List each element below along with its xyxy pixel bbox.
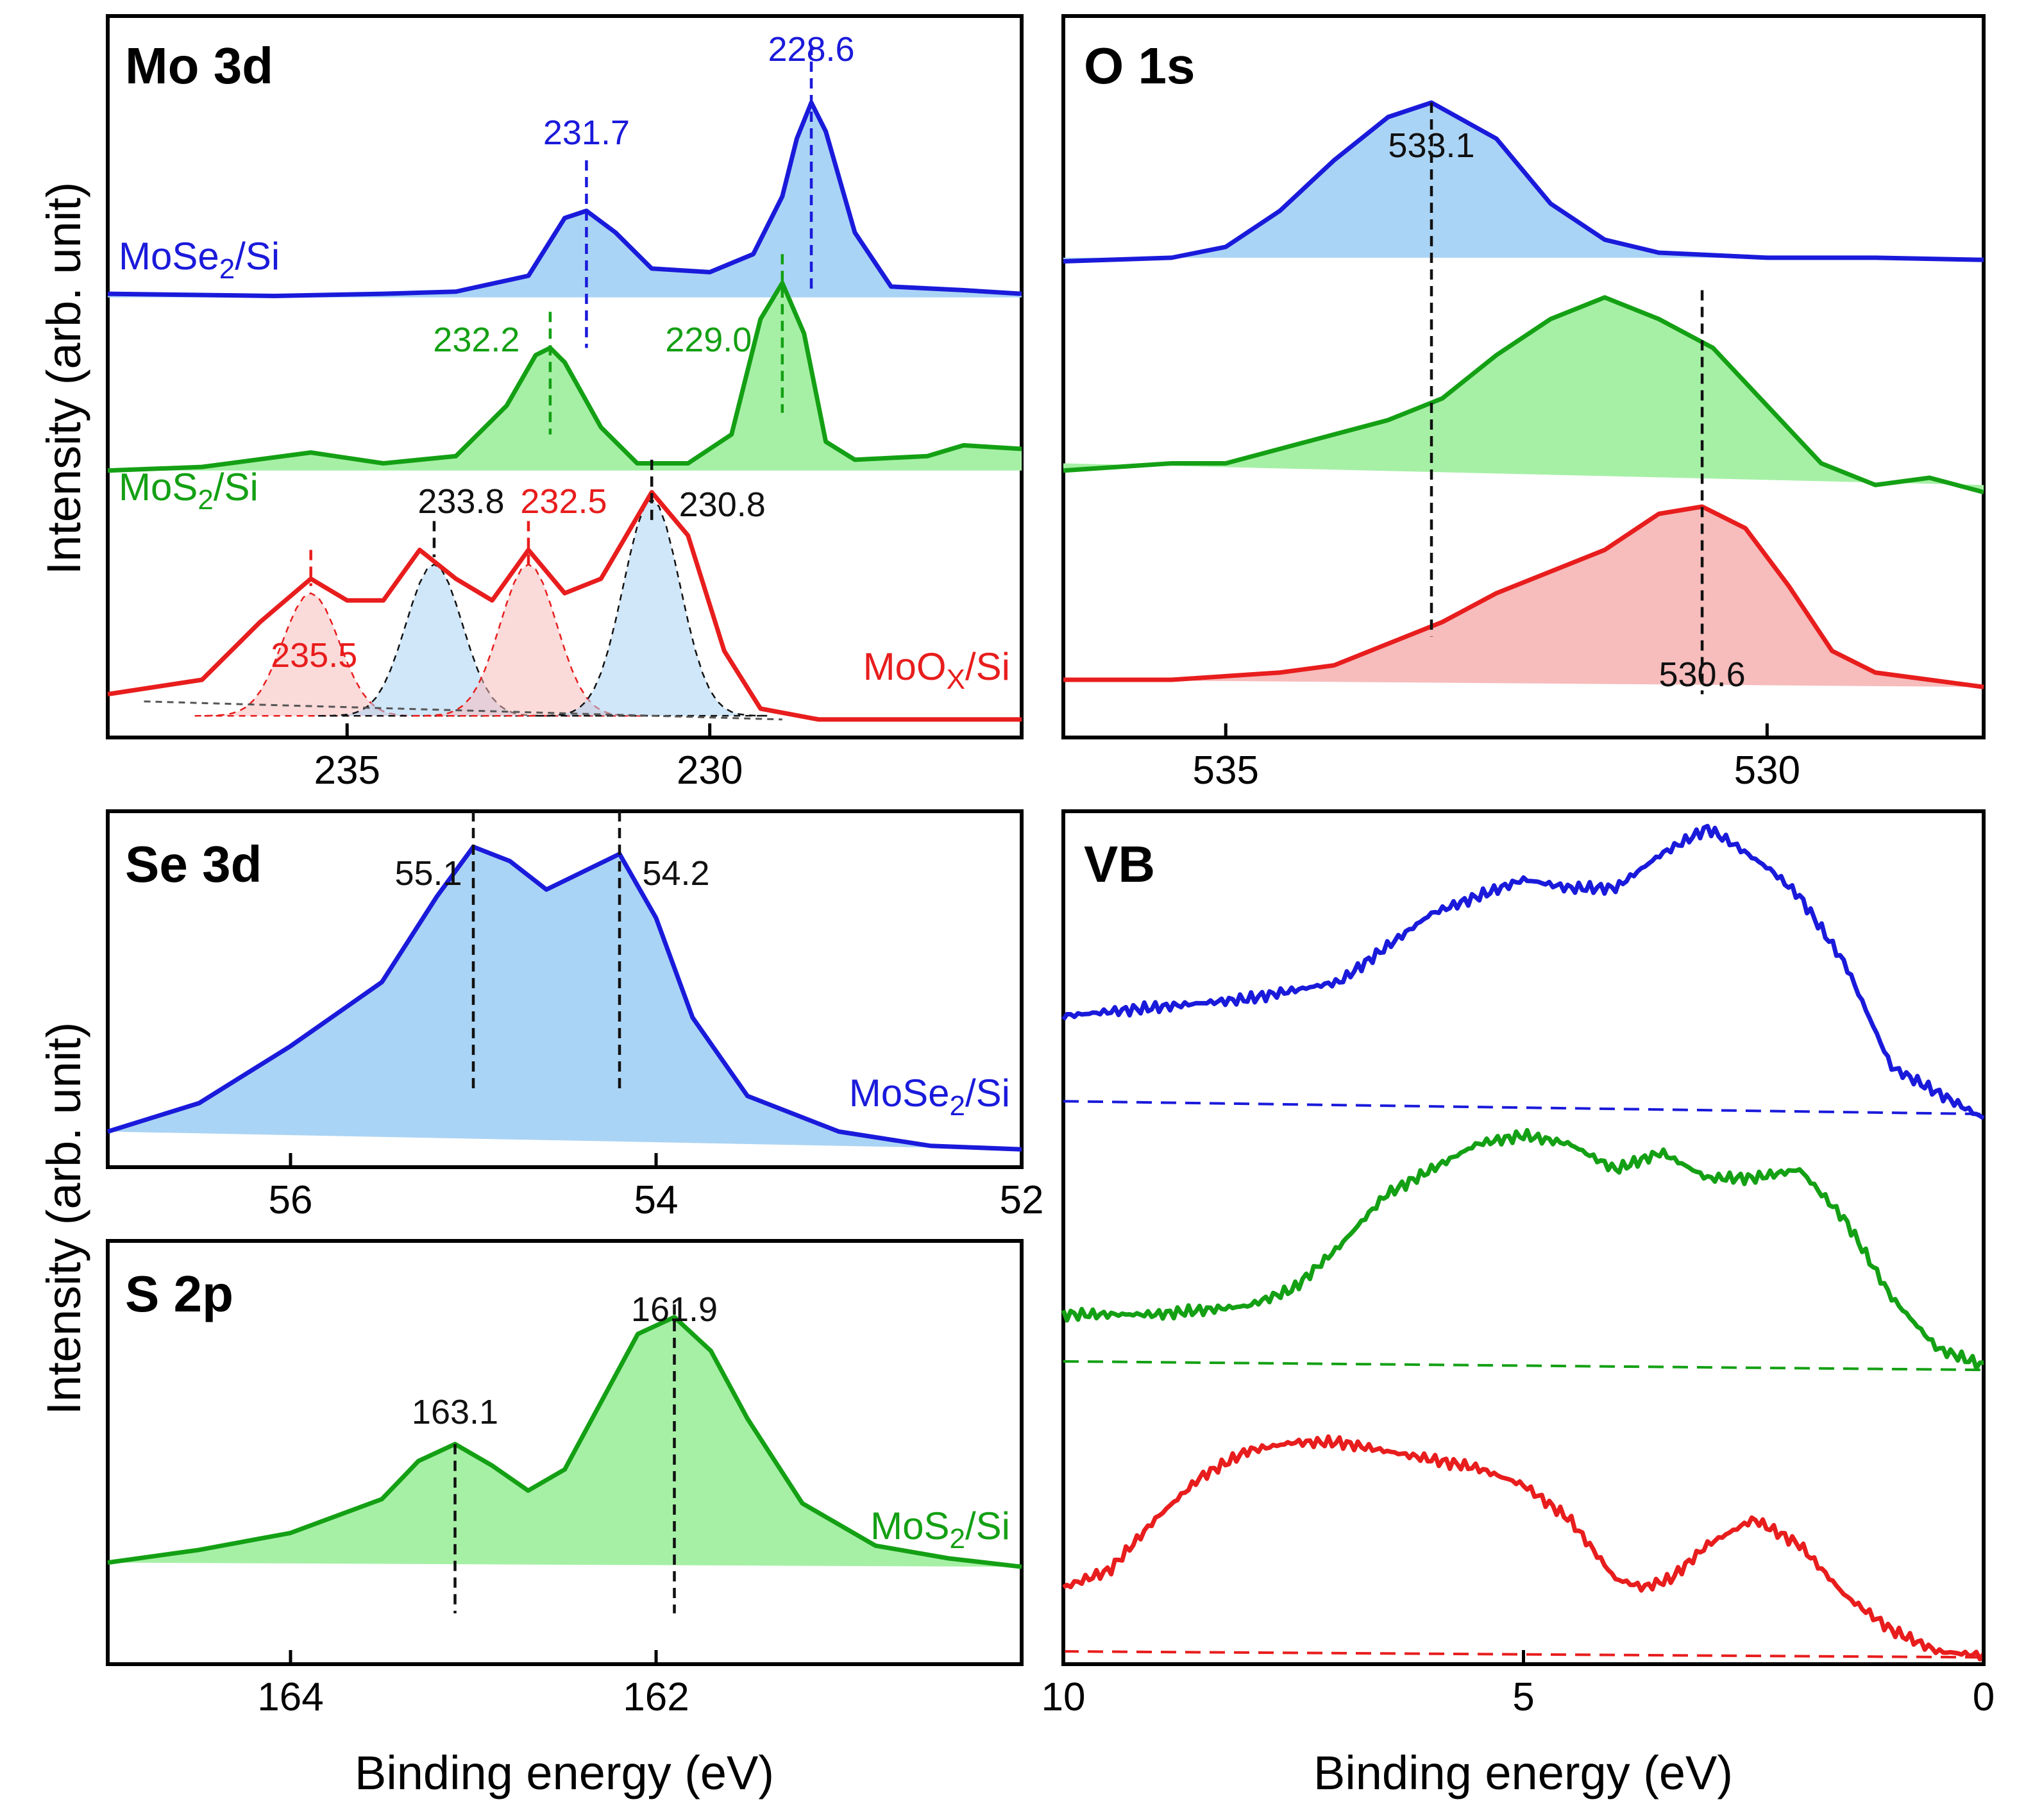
panel-mo3d: Mo 3d 228.6 231.7 232.2 229.0 233.8 232.5 230.…: [106, 14, 1024, 793]
o1s-title: O 1s: [1084, 37, 1195, 94]
vb-baseline-blue: [1063, 1100, 1984, 1116]
se3d-title: Se 3d: [125, 836, 262, 893]
panel-s2p: S 2p 163.1 161.9 MoS2/Si 164 162: [106, 1239, 1024, 1719]
panel-se3d: Se 3d 55.1 54.2 MoSe2/Si 56 54 52: [106, 809, 1044, 1222]
x-tick-label: 164: [257, 1675, 323, 1719]
o1s-mos2-curve-fill: [1063, 297, 1984, 493]
x-axis-title-left: Binding energy (eV): [355, 1746, 774, 1799]
o1s-moox-curve-fill: [1063, 507, 1984, 687]
x-tick-label: 230: [677, 748, 743, 793]
vb-baseline-red: [1063, 1650, 1984, 1659]
x-tick-label: 10: [1042, 1675, 1086, 1719]
mose2-curve-fill: [108, 103, 1022, 298]
label-230.8: 230.8: [679, 485, 766, 524]
o1s-mos2-curve-line: [1063, 295, 1984, 494]
mos2-curve-line: [107, 280, 1022, 473]
label-229.0: 229.0: [665, 321, 752, 359]
y-axis-title-bottom: Intensity (arb. unit): [37, 1022, 90, 1415]
label-231.7: 231.7: [543, 114, 630, 152]
vb-frame: [1061, 809, 1986, 1666]
label-s2p-mos2-si: MoS2/Si: [870, 1504, 1010, 1555]
se3d-frame: [106, 809, 1024, 1169]
x-tick-label: 535: [1193, 748, 1259, 793]
o1s-mose2-curve-fill: [1063, 103, 1984, 262]
vb-curve-green-line: [1061, 1127, 1984, 1370]
x-tick-label: 54: [634, 1178, 679, 1222]
vb-curve-red-line: [1062, 1434, 1986, 1662]
se3d-mose2-curve-fill: [108, 847, 1022, 1150]
x-tick-label: 56: [269, 1178, 313, 1222]
panel-vb: VB 10 5 0: [1042, 809, 1995, 1719]
label-232.2: 232.2: [433, 321, 519, 359]
label-235.5: 235.5: [271, 636, 357, 675]
label-163.1: 163.1: [412, 1393, 498, 1431]
s2p-mos2-curve-line: [107, 1315, 1022, 1569]
panel-o1s: O 1s 533.1 530.6 535 530: [1061, 14, 1986, 793]
label-se3d-mose2-si: MoSe2/Si: [849, 1072, 1010, 1122]
o1s-mose2-curve-line: [1063, 100, 1984, 264]
label-54.2: 54.2: [642, 854, 709, 893]
mos2-curve-fill: [108, 283, 1022, 471]
s2p-frame: [106, 1239, 1024, 1666]
mo3d-title: Mo 3d: [125, 37, 273, 94]
x-tick-label: 235: [314, 748, 380, 793]
label-228.6: 228.6: [768, 30, 854, 69]
label-mose2-si: MoSe2/Si: [119, 235, 280, 285]
x-axis-title-right: Binding energy (eV): [1313, 1746, 1733, 1799]
moox-fit-baseline: [144, 700, 782, 721]
o1s-frame: [1061, 14, 1986, 739]
vb-plot: 10 5 0: [1042, 823, 1995, 1719]
mose2-curve-line: [107, 100, 1022, 298]
mooxy-component-233.8: [317, 563, 550, 717]
o1s-plot: 533.1 530.6 535 530: [1063, 100, 1984, 793]
vb-baseline-green: [1063, 1360, 1984, 1372]
label-232.5: 232.5: [520, 482, 607, 521]
label-533.1: 533.1: [1388, 126, 1474, 165]
s2p-plot: 163.1 161.9 MoS2/Si 164 162: [107, 1290, 1022, 1719]
y-axis-title-top: Intensity (arb. unit): [37, 182, 90, 575]
label-moox-si: MoOX/Si: [863, 645, 1010, 695]
label-530.6: 530.6: [1658, 655, 1745, 694]
x-tick-label: 0: [1973, 1675, 1995, 1719]
o1s-moox-curve-line: [1063, 504, 1984, 689]
mooxy-component-232.5: [412, 563, 645, 717]
moox-curve-line: [107, 490, 1022, 722]
vb-title: VB: [1084, 836, 1155, 893]
label-161.9: 161.9: [631, 1290, 718, 1329]
x-tick-label: 5: [1512, 1675, 1534, 1719]
x-tick-label: 530: [1734, 748, 1800, 793]
label-55.1: 55.1: [394, 854, 462, 893]
x-tick-label: 52: [1000, 1178, 1044, 1222]
s2p-title: S 2p: [125, 1265, 233, 1322]
vb-curve-blue-line: [1061, 823, 1985, 1120]
se3d-plot: 55.1 54.2 MoSe2/Si 56 54 52: [106, 811, 1044, 1222]
x-tick-label: 162: [623, 1675, 689, 1719]
mo3d-frame: [106, 14, 1024, 739]
s2p-mos2-curve-fill: [108, 1317, 1022, 1567]
label-233.8: 233.8: [418, 482, 504, 521]
mo3d-plot: 228.6 231.7 232.2 229.0 233.8 232.5 230.8 235.5…: [107, 30, 1022, 793]
label-mos2-si: MoS2/Si: [119, 466, 258, 516]
se3d-mose2-curve-line: [106, 845, 1022, 1152]
mooxy-component-230.8: [536, 498, 768, 717]
